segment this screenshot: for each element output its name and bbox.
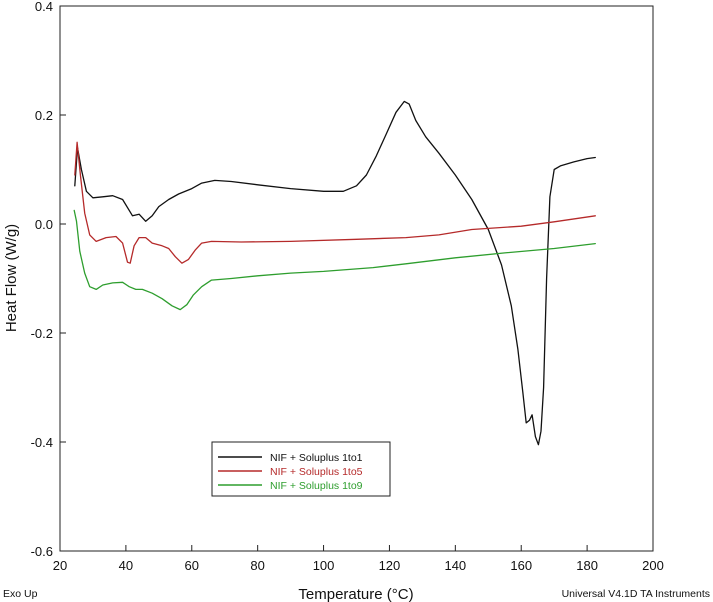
legend-label-1to1: NIF + Soluplus 1to1 <box>270 452 363 464</box>
series-line-nif-soluplus-1to1 <box>74 100 596 446</box>
x-tick-label: 120 <box>379 558 401 573</box>
x-tick-label: 80 <box>250 558 264 573</box>
y-tick-label: 0.2 <box>35 108 53 123</box>
x-tick-label: 140 <box>444 558 466 573</box>
y-tick-label: 0.0 <box>35 217 53 232</box>
legend-label-1to9: NIF + Soluplus 1to9 <box>270 480 363 492</box>
x-tick-label: 100 <box>313 558 335 573</box>
instrument-note: Universal V4.1D TA Instruments <box>562 588 710 600</box>
series-line-nif-soluplus-1to5 <box>74 141 596 264</box>
y-tick-label: -0.2 <box>31 326 53 341</box>
legend-box <box>211 441 391 497</box>
x-tick-label: 20 <box>53 558 67 573</box>
series-line-nif-soluplus-1to9 <box>73 209 596 311</box>
exo-up-note: Exo Up <box>3 588 38 600</box>
plot-frame <box>59 5 654 552</box>
x-tick-label: 160 <box>510 558 532 573</box>
axis-ticks: 20 40 60 80 100 120 140 160 180 200 0.4 0.2 0.0 -0.2 -… <box>31 0 664 573</box>
y-tick-label: 0.4 <box>35 0 53 14</box>
legend-label-1to5: NIF + Soluplus 1to5 <box>270 466 363 478</box>
y-tick-label: -0.6 <box>31 544 53 559</box>
x-tick-label: 180 <box>576 558 598 573</box>
x-tick-label: 200 <box>642 558 664 573</box>
x-axis-title: Temperature (°C) <box>298 586 413 602</box>
x-tick-label: 40 <box>119 558 133 573</box>
series-lines <box>73 100 596 446</box>
x-tick-label: 60 <box>185 558 199 573</box>
y-axis-title: Heat Flow (W/g) <box>3 224 20 332</box>
legend: NIF + Soluplus 1to1 NIF + Soluplus 1to5 … <box>211 441 391 497</box>
y-tick-label: -0.4 <box>31 435 53 450</box>
